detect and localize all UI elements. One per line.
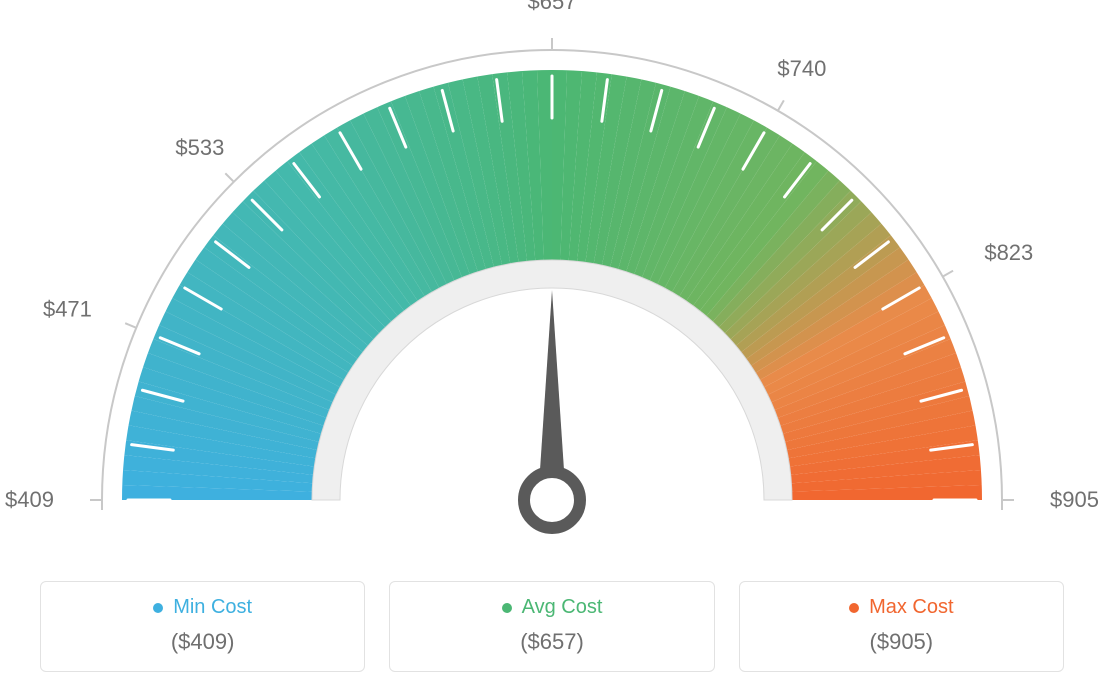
gauge-tick-label: $409 — [5, 487, 54, 512]
legend-max-box: Max Cost ($905) — [739, 581, 1064, 672]
legend-max-label: Max Cost — [869, 596, 953, 619]
gauge-tick-label: $533 — [175, 135, 224, 160]
legend-min-box: Min Cost ($409) — [40, 581, 365, 672]
legend-avg-dot-icon — [502, 603, 512, 613]
legend-min-value: ($409) — [51, 629, 354, 655]
gauge-tick-label: $823 — [984, 240, 1033, 265]
gauge-chart-container: $409 $471 $533 $657 $740 $823 $905 Min Cost ($… — [0, 0, 1104, 690]
legend-row: Min Cost ($409) Avg Cost ($657) Max Cost… — [40, 581, 1064, 672]
legend-min-title: Min Cost — [153, 596, 252, 619]
gauge-tick-label: $471 — [43, 296, 92, 321]
gauge-tick-label: $740 — [777, 56, 826, 81]
legend-max-title: Max Cost — [849, 596, 953, 619]
legend-avg-title: Avg Cost — [502, 596, 603, 619]
legend-max-dot-icon — [849, 603, 859, 613]
gauge-area: $409 $471 $533 $657 $740 $823 $905 — [0, 0, 1104, 560]
gauge-svg: $409 $471 $533 $657 $740 $823 $905 — [0, 0, 1104, 560]
legend-min-label: Min Cost — [173, 596, 252, 619]
legend-avg-value: ($657) — [400, 629, 703, 655]
gauge-tick-label: $905 — [1050, 487, 1099, 512]
legend-avg-label: Avg Cost — [522, 596, 603, 619]
gauge-tick-label: $657 — [528, 0, 577, 14]
legend-min-dot-icon — [153, 603, 163, 613]
legend-max-value: ($905) — [750, 629, 1053, 655]
legend-avg-box: Avg Cost ($657) — [389, 581, 714, 672]
